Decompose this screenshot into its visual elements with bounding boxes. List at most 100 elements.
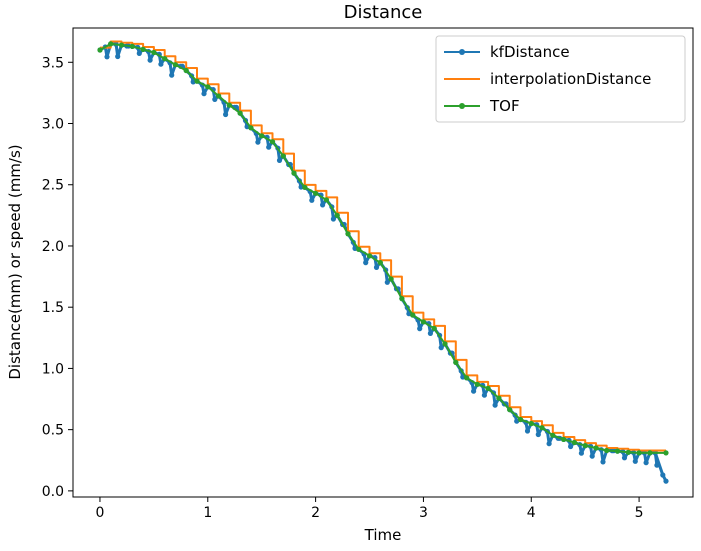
x-tick-label: 3 [419, 505, 428, 521]
series-point-TOF [647, 450, 653, 456]
series-point-kfDistance [524, 428, 531, 434]
series-point-TOF [323, 197, 329, 203]
legend-frame [435, 35, 686, 123]
series-point-TOF [582, 443, 588, 449]
series-point-TOF [366, 253, 373, 259]
series-point-TOF [237, 110, 243, 116]
y-axis-label: Distance(mm) or speed (mm/s) [6, 144, 24, 379]
y-tick-label: 3.0 [42, 117, 64, 133]
series-point-TOF [453, 359, 459, 365]
y-axis-ticks: 0.0 0.5 1.0 1.5 2.0 2.5 3.0 3.5 [42, 55, 73, 500]
series-point-kfDistance [660, 472, 666, 478]
chart-title: Distance [344, 2, 423, 23]
y-tick-label: 1.0 [42, 361, 64, 377]
series-point-TOF [528, 420, 534, 427]
series-point-TOF [345, 231, 351, 237]
x-tick-label: 1 [203, 505, 212, 521]
x-axis-ticks: 0 1 2 3 4 5 [95, 497, 644, 521]
y-tick-label: 2.5 [42, 178, 64, 194]
series-point-TOF [356, 246, 362, 252]
series-point-TOF [291, 170, 297, 176]
series-point-TOF [162, 56, 168, 62]
series-point-TOF [216, 93, 222, 99]
series-point-kfDistance [115, 53, 121, 60]
series-point-kfDistance [201, 91, 207, 97]
series-point-kfDistance [104, 54, 110, 60]
series-point-kfDistance [169, 72, 175, 78]
series-point-kfDistance [600, 459, 606, 465]
series-point-TOF [410, 312, 416, 318]
series-point-TOF [474, 381, 480, 387]
y-tick-label: 3.5 [42, 55, 64, 71]
series-point-kfDistance [643, 460, 649, 466]
series-point-kfDistance [546, 441, 552, 447]
series-point-TOF [550, 432, 556, 438]
series-point-kfDistance [223, 111, 229, 118]
series-point-TOF [604, 447, 610, 454]
series-point-TOF [571, 439, 578, 446]
legend-marker [459, 103, 465, 109]
x-tick-label: 0 [95, 505, 104, 521]
series-point-TOF [269, 139, 276, 145]
series-point-TOF [313, 190, 319, 196]
series-point-TOF [334, 212, 340, 218]
series-point-kfDistance [158, 61, 164, 67]
series-point-kfDistance [471, 388, 477, 394]
series-point-TOF [663, 450, 669, 456]
plot-frame [72, 27, 694, 498]
series-point-TOF [205, 84, 211, 90]
series-point-kfDistance [578, 450, 585, 456]
series-point-kfDistance [438, 345, 444, 351]
series-point-TOF [172, 62, 178, 68]
series-point-kfDistance [654, 462, 660, 468]
series-line-interpolationDistance [100, 40, 666, 452]
series-point-TOF [625, 449, 631, 455]
series-point-kfDistance [147, 57, 153, 63]
series-point-TOF [636, 450, 642, 456]
series-point-kfDistance [276, 157, 283, 163]
series-point-TOF [108, 41, 114, 47]
series-point-TOF [517, 416, 524, 423]
series-point-TOF [280, 153, 286, 159]
plot-series [97, 40, 669, 484]
y-tick-label: 0.0 [42, 484, 64, 500]
y-tick-label: 1.5 [42, 300, 64, 316]
series-point-kfDistance [136, 50, 142, 57]
x-tick-label: 2 [311, 505, 320, 521]
series-point-kfDistance [384, 279, 390, 285]
series-point-TOF [539, 425, 545, 431]
series-point-TOF [593, 445, 599, 451]
series-point-TOF [194, 78, 200, 84]
series-point-TOF [442, 341, 448, 347]
legend: kfDistance interpolationDistance TOF [435, 35, 686, 123]
legend-label: interpolationDistance [490, 70, 651, 88]
series-point-kfDistance [309, 197, 315, 203]
series-point-kfDistance [266, 144, 272, 150]
series-point-TOF [97, 47, 103, 53]
series-point-TOF [507, 407, 513, 413]
series-point-kfDistance [427, 330, 433, 336]
series-point-kfDistance [255, 139, 261, 145]
series-point-TOF [420, 319, 426, 325]
legend-marker [459, 49, 465, 55]
x-axis-label: Time [364, 526, 402, 544]
series-point-TOF [118, 42, 125, 48]
series-point-kfDistance [417, 326, 423, 332]
series-point-TOF [561, 436, 567, 442]
series-point-TOF [485, 385, 491, 391]
series-point-kfDistance [481, 392, 487, 398]
series-point-TOF [464, 375, 470, 381]
legend-label: TOF [489, 97, 520, 115]
series-point-TOF [302, 184, 308, 190]
series-point-kfDistance [568, 443, 574, 450]
series-point-kfDistance [663, 478, 669, 484]
series-point-kfDistance [330, 216, 336, 222]
x-tick-label: 5 [635, 505, 644, 521]
legend-label: kfDistance [490, 43, 570, 61]
series-point-kfDistance [212, 96, 218, 102]
series-point-kfDistance [363, 260, 369, 266]
series-point-TOF [248, 125, 254, 131]
series-point-TOF [496, 395, 502, 401]
series-point-TOF [614, 448, 621, 454]
